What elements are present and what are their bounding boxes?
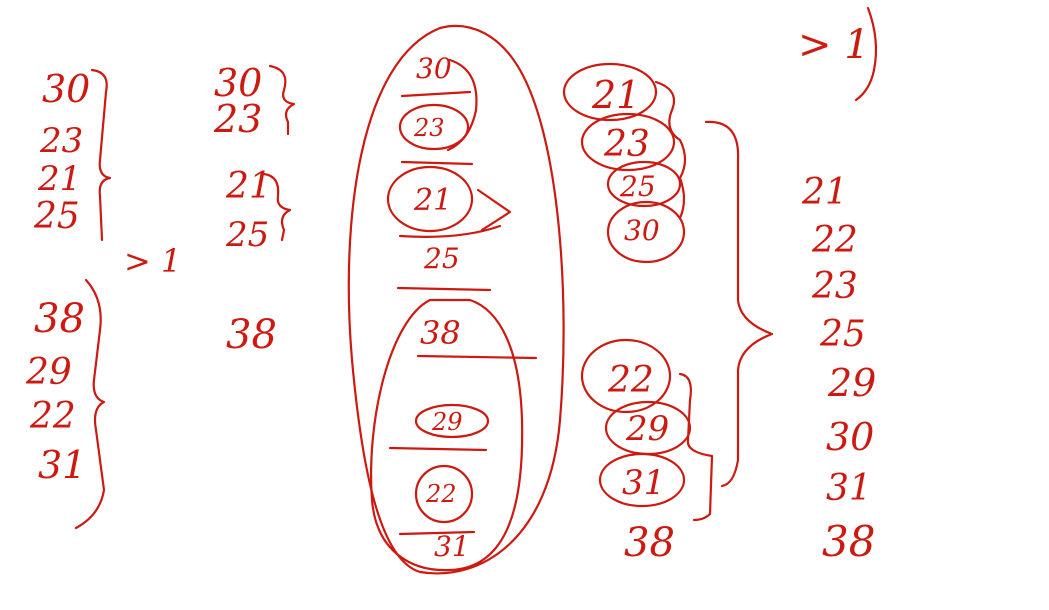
result-value: 22 — [811, 220, 858, 261]
circle-stroke — [606, 200, 686, 264]
divider-stroke — [400, 90, 472, 98]
col2-value: 30 — [214, 61, 262, 105]
column-4: 21 23 25 30 22 29 31 38 — [562, 62, 774, 566]
arrow-stroke — [446, 58, 478, 152]
col1-value: 29 — [25, 352, 72, 393]
col1-value: 30 — [42, 67, 90, 111]
col4-value: 22 — [607, 360, 654, 401]
circle-stroke — [386, 165, 474, 233]
circle-stroke — [606, 160, 682, 208]
column-2: 30 23 21 25 38 — [213, 61, 296, 358]
large-brace-stroke — [704, 120, 774, 488]
col3-value: 38 — [420, 314, 461, 352]
divider-stroke — [396, 286, 492, 292]
circle-stroke — [580, 338, 672, 414]
col4-value: 38 — [624, 520, 675, 566]
col3-value: 22 — [425, 480, 457, 508]
col1-value: 38 — [34, 296, 85, 342]
circle-stroke — [398, 103, 470, 151]
result-value: 21 — [801, 172, 848, 213]
col1-value: 22 — [29, 396, 76, 437]
col1-value: 25 — [33, 196, 80, 237]
corner-note-text: > 1 — [798, 22, 870, 68]
col1-value: 23 — [39, 121, 83, 161]
result-value: 38 — [822, 517, 875, 566]
col4-value: 31 — [622, 463, 665, 503]
divider-stroke — [416, 354, 538, 360]
bracket-stroke — [678, 372, 714, 522]
circle-stroke — [414, 464, 474, 524]
inner-oval-stroke — [370, 298, 524, 572]
col4-value: 21 — [591, 73, 640, 117]
bracket-stroke — [262, 172, 292, 242]
result-value: 31 — [826, 468, 872, 509]
result-value: 23 — [811, 266, 858, 307]
circle-stroke — [598, 452, 686, 508]
bracket-stroke — [268, 64, 296, 136]
col4-value: 23 — [603, 124, 650, 165]
col2-value: 23 — [213, 97, 262, 141]
circle-stroke — [580, 112, 676, 172]
col3-value: 21 — [413, 183, 452, 218]
col3-value: 25 — [423, 242, 460, 275]
divider-stroke — [400, 160, 474, 166]
col2-value: 38 — [226, 312, 277, 358]
bracket-stroke — [654, 80, 687, 220]
circle-stroke — [562, 62, 658, 122]
bracket-stroke — [90, 68, 112, 242]
circle-stroke — [414, 403, 490, 439]
col2-value: 25 — [225, 215, 269, 255]
result-column: 21 22 23 25 29 30 31 38 — [801, 172, 876, 566]
col3-value: 31 — [434, 530, 470, 563]
col4-value: 30 — [624, 214, 660, 247]
divider-stroke — [398, 530, 476, 536]
corner-note: > 1 — [798, 6, 878, 102]
arrow-stroke — [476, 188, 512, 232]
col4-value: 29 — [625, 409, 669, 449]
bracket-stroke — [74, 278, 106, 530]
bracket-stroke — [854, 6, 878, 102]
col1-value: 21 — [37, 159, 81, 199]
col1-value: 31 — [38, 443, 86, 487]
result-value: 30 — [826, 415, 874, 459]
col4-value: 25 — [619, 170, 656, 203]
col3-value: 23 — [413, 114, 445, 142]
col3-value: 30 — [416, 52, 452, 85]
col2-value: 21 — [225, 166, 272, 207]
result-value: 29 — [827, 361, 876, 405]
col3-value: 29 — [431, 408, 463, 436]
divider-stroke — [398, 224, 502, 238]
col1-arrow-note: > 1 — [124, 242, 181, 280]
result-value: 25 — [819, 314, 866, 355]
divider-stroke — [388, 446, 488, 452]
column-3: 30 23 21 25 38 29 22 31 — [347, 24, 565, 575]
column-1: 30 23 21 25 38 29 22 31 > 1 — [25, 67, 181, 530]
outer-oval-stroke — [347, 24, 565, 575]
